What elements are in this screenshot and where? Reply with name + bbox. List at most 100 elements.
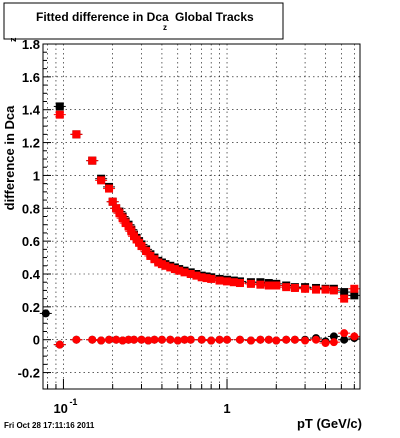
data-point: [264, 335, 273, 344]
data-point: [88, 156, 97, 165]
data-point: [186, 270, 195, 278]
data-point: [137, 242, 146, 251]
data-point: [41, 309, 50, 318]
data-points: [39, 102, 361, 349]
data-point: [223, 335, 232, 344]
data-point: [186, 335, 195, 344]
data-point: [350, 291, 359, 300]
data-point: [340, 329, 349, 338]
data-point: [146, 251, 155, 260]
series-3: [53, 329, 361, 349]
data-point: [246, 336, 255, 345]
chart-title-suffix: Global Tracks: [175, 10, 254, 24]
data-point: [340, 294, 349, 303]
x-tick-label: 10: [53, 401, 67, 416]
y-tick-label: 0.2: [22, 300, 40, 315]
data-point: [166, 335, 175, 344]
data-point: [127, 227, 136, 236]
data-point: [170, 265, 179, 274]
y-axis-label-text: difference in Dca: [2, 105, 17, 211]
timestamp: Fri Oct 28 17:11:16 2011: [4, 421, 95, 430]
y-tick-label: 0.8: [22, 201, 40, 216]
y-tick-label: 1.4: [22, 103, 41, 118]
x-tick-label: 1: [223, 401, 230, 416]
data-point: [105, 184, 114, 193]
data-point: [142, 247, 151, 255]
data-point: [118, 336, 127, 345]
title-box: [3, 2, 284, 40]
data-point: [264, 281, 273, 290]
data-point: [173, 336, 182, 345]
series-0: [53, 102, 361, 300]
data-point: [112, 204, 121, 213]
y-tick-label: 1.2: [22, 136, 40, 151]
data-point: [192, 271, 201, 280]
data-point: [112, 335, 121, 344]
chart-title: Fitted difference in Dca: [36, 10, 169, 24]
y-tick-label: 1.6: [22, 70, 40, 85]
data-point: [166, 263, 175, 272]
data-point: [301, 284, 310, 293]
y-tick-label: 1: [33, 168, 40, 183]
data-point: [88, 335, 97, 344]
y-tick-label: 0.6: [22, 234, 40, 249]
axis-ticks: -0.2 0 0.2 0.4 0.6 0.8 1 1.2 1.4 1.6 1.8 10 -1 1: [18, 37, 355, 416]
data-point: [150, 335, 159, 344]
data-point: [72, 130, 81, 139]
data-point: [272, 336, 281, 345]
y-axis-label-suffix: z: [8, 37, 18, 42]
data-point: [329, 286, 338, 295]
data-point: [108, 197, 117, 206]
data-point: [55, 102, 64, 111]
data-point: [350, 332, 359, 341]
y-axis-label-subscript: z: [8, 37, 18, 42]
data-point: [105, 335, 114, 344]
plot-frame: [42, 43, 361, 390]
data-point: [97, 336, 106, 345]
data-point: [272, 281, 281, 290]
data-point: [312, 285, 321, 294]
data-point: [329, 332, 338, 341]
data-point: [282, 335, 291, 344]
data-point: [256, 335, 265, 344]
data-point: [180, 335, 189, 344]
data-point: [223, 277, 232, 286]
data-point: [312, 335, 321, 344]
y-tick-label: 0.4: [22, 267, 41, 282]
y-axis-label: difference in Dca: [2, 105, 17, 211]
series-1: [53, 110, 361, 303]
data-point: [207, 336, 216, 345]
data-point: [340, 335, 349, 344]
data-point: [97, 176, 106, 185]
data-point: [55, 340, 64, 349]
data-point: [290, 283, 299, 292]
data-point: [256, 280, 265, 289]
data-point: [246, 279, 255, 288]
data-point: [118, 214, 127, 223]
data-point: [350, 284, 359, 293]
data-point: [115, 209, 124, 218]
data-point: [340, 288, 349, 297]
data-point: [175, 266, 184, 275]
data-point: [215, 335, 224, 344]
data-point: [157, 335, 166, 344]
data-point: [197, 335, 206, 344]
y-tick-label: 0: [33, 333, 40, 348]
data-point: [321, 285, 330, 294]
data-point: [215, 276, 224, 285]
data-point: [282, 283, 291, 292]
data-point: [235, 279, 244, 288]
data-point: [202, 274, 211, 283]
data-point: [290, 335, 299, 344]
chart-title-subscript: z: [163, 23, 167, 32]
data-point: [180, 268, 189, 277]
data-point: [235, 335, 244, 344]
x-tick-label-exponent: -1: [69, 397, 77, 407]
data-point: [321, 339, 330, 347]
x-axis-label: pT (GeV/c): [297, 416, 362, 431]
data-point: [229, 278, 238, 287]
y-tick-label: 1.8: [22, 37, 40, 52]
data-point: [161, 261, 170, 270]
